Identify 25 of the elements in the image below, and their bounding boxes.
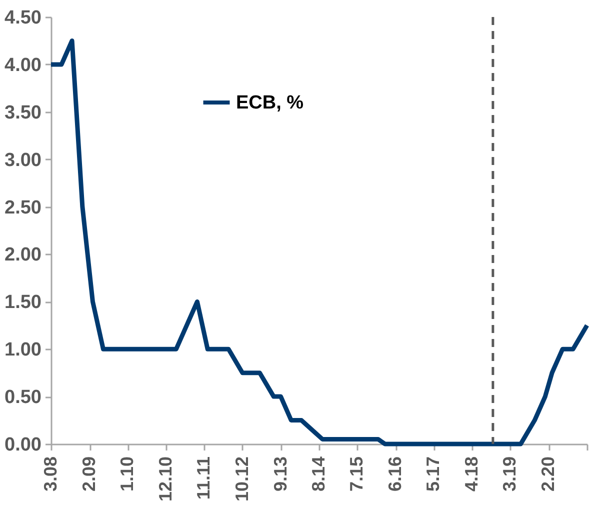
x-tick-label: 11.11	[194, 456, 214, 500]
y-tick-label: 0.00	[4, 434, 42, 456]
x-tick-label: 8.14	[308, 456, 328, 492]
x-tick-label: 6.16	[385, 456, 406, 492]
x-tick-label: 3.08	[40, 456, 60, 492]
y-tick-label: 4.00	[4, 54, 42, 76]
legend-label: ECB, %	[236, 92, 304, 114]
x-tick-label: 1.10	[117, 456, 138, 492]
y-tick-label: 1.50	[4, 292, 42, 314]
x-tick-label: 3.19	[500, 456, 520, 492]
x-tick-label: 5.17	[423, 456, 444, 492]
y-tick-label: 2.00	[4, 244, 42, 266]
x-tick-label: 2.09	[79, 456, 100, 492]
x-tick-label: 9.13	[270, 456, 290, 492]
x-tick-label: 2.20	[538, 456, 558, 492]
y-tick-label: 2.50	[4, 197, 42, 218]
x-tick-label: 7.15	[346, 456, 367, 492]
y-tick-label: 4.50	[4, 8, 42, 28]
y-tick-label: 0.50	[4, 387, 42, 408]
y-tick-label: 3.50	[4, 102, 42, 124]
x-tick-label: 4.18	[462, 456, 482, 492]
y-tick-label: 1.00	[4, 340, 42, 361]
x-tick-label: 12.10	[155, 456, 176, 502]
x-tick-label: 10.12	[232, 456, 252, 502]
y-tick-label: 3.00	[4, 150, 42, 171]
